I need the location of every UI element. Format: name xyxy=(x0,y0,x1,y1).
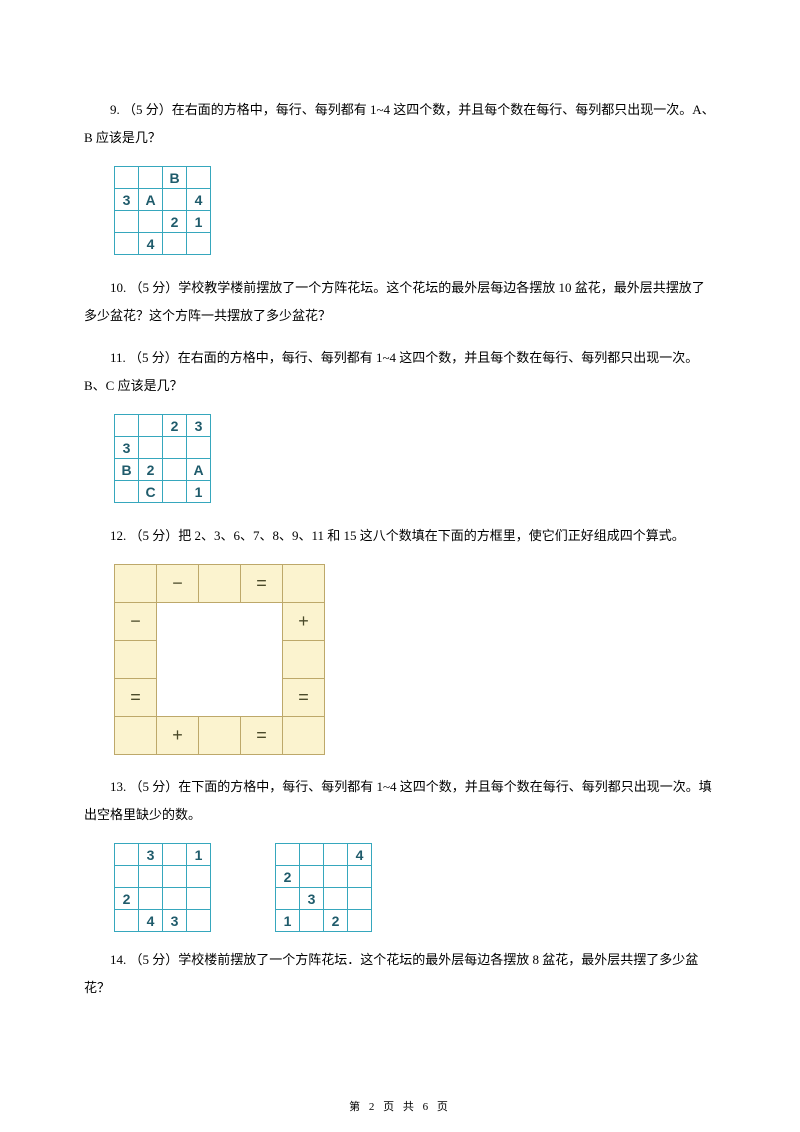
cell xyxy=(324,866,348,888)
cell xyxy=(187,910,211,932)
cell: 2 xyxy=(163,211,187,233)
cell xyxy=(276,888,300,910)
grid-q13a: 31 2 43 xyxy=(114,843,211,932)
box xyxy=(199,717,241,755)
cell: 2 xyxy=(276,866,300,888)
cell xyxy=(115,844,139,866)
cell: 1 xyxy=(187,844,211,866)
op-eq: = xyxy=(241,717,283,755)
cell: B xyxy=(163,167,187,189)
cell xyxy=(300,844,324,866)
cell xyxy=(139,437,163,459)
cell xyxy=(163,189,187,211)
cell xyxy=(139,415,163,437)
question-14: 14. （5 分）学校楼前摆放了一个方阵花坛．这个花坛的最外层每边各摆放 8 盆… xyxy=(84,946,716,1002)
cell: A xyxy=(187,459,211,481)
cell xyxy=(115,211,139,233)
box xyxy=(115,717,157,755)
box xyxy=(283,565,325,603)
cell xyxy=(163,481,187,503)
question-10: 10. （5 分）学校教学楼前摆放了一个方阵花坛。这个花坛的最外层每边各摆放 1… xyxy=(84,274,716,330)
box xyxy=(115,641,157,679)
cell xyxy=(187,437,211,459)
cell: 2 xyxy=(163,415,187,437)
cell: 3 xyxy=(163,910,187,932)
cell xyxy=(139,211,163,233)
cell: 1 xyxy=(187,211,211,233)
cell xyxy=(163,844,187,866)
cell: B xyxy=(115,459,139,481)
op-minus: − xyxy=(157,565,199,603)
question-13: 13. （5 分）在下面的方格中，每行、每列都有 1~4 这四个数，并且每个数在… xyxy=(84,773,716,829)
question-12: 12. （5 分）把 2、3、6、7、8、9、11 和 15 这八个数填在下面的… xyxy=(84,522,716,550)
cell xyxy=(163,459,187,481)
grid-q9: B 3A 4 21 4 xyxy=(114,166,211,255)
cell: 1 xyxy=(187,481,211,503)
cell xyxy=(163,888,187,910)
cell: 3 xyxy=(115,189,139,211)
cell: 3 xyxy=(139,844,163,866)
cell xyxy=(187,167,211,189)
cell: 4 xyxy=(348,844,372,866)
cell xyxy=(187,233,211,255)
cell xyxy=(300,910,324,932)
cell: 2 xyxy=(324,910,348,932)
cell: A xyxy=(139,189,163,211)
cell: 3 xyxy=(187,415,211,437)
cell xyxy=(115,415,139,437)
cell: 2 xyxy=(139,459,163,481)
box xyxy=(283,641,325,679)
cell xyxy=(115,910,139,932)
grid-q11: 23 3 B2A C1 xyxy=(114,414,211,503)
cell xyxy=(348,888,372,910)
cell xyxy=(163,866,187,888)
cell: 2 xyxy=(115,888,139,910)
cell xyxy=(139,888,163,910)
op-plus: + xyxy=(157,717,199,755)
cell xyxy=(348,866,372,888)
cell xyxy=(324,844,348,866)
cell: 3 xyxy=(300,888,324,910)
cell: C xyxy=(139,481,163,503)
cell xyxy=(163,233,187,255)
cell: 1 xyxy=(276,910,300,932)
cell xyxy=(139,167,163,189)
op-minus: − xyxy=(115,603,157,641)
cell xyxy=(324,888,348,910)
cell xyxy=(115,481,139,503)
cell xyxy=(187,866,211,888)
cell xyxy=(276,844,300,866)
cell xyxy=(348,910,372,932)
arithmetic-frame: − = − + = = + = xyxy=(114,564,325,755)
op-plus: + xyxy=(283,603,325,641)
frame-hole xyxy=(157,603,283,717)
question-11: 11. （5 分）在右面的方格中，每行、每列都有 1~4 这四个数，并且每个数在… xyxy=(84,344,716,400)
box xyxy=(115,565,157,603)
op-eq: = xyxy=(283,679,325,717)
cell xyxy=(300,866,324,888)
op-eq: = xyxy=(241,565,283,603)
cell xyxy=(115,167,139,189)
cell xyxy=(115,233,139,255)
cell: 3 xyxy=(115,437,139,459)
cell: 4 xyxy=(139,233,163,255)
op-eq: = xyxy=(115,679,157,717)
cell xyxy=(187,888,211,910)
cell xyxy=(115,866,139,888)
box xyxy=(199,565,241,603)
question-9: 9. （5 分）在右面的方格中，每行、每列都有 1~4 这四个数，并且每个数在每… xyxy=(84,96,716,152)
cell: 4 xyxy=(139,910,163,932)
page-footer: 第 2 页 共 6 页 xyxy=(84,1098,716,1114)
cell: 4 xyxy=(187,189,211,211)
grid-q13b: 4 2 3 1 2 xyxy=(275,843,372,932)
cell xyxy=(163,437,187,459)
box xyxy=(283,717,325,755)
cell xyxy=(139,866,163,888)
